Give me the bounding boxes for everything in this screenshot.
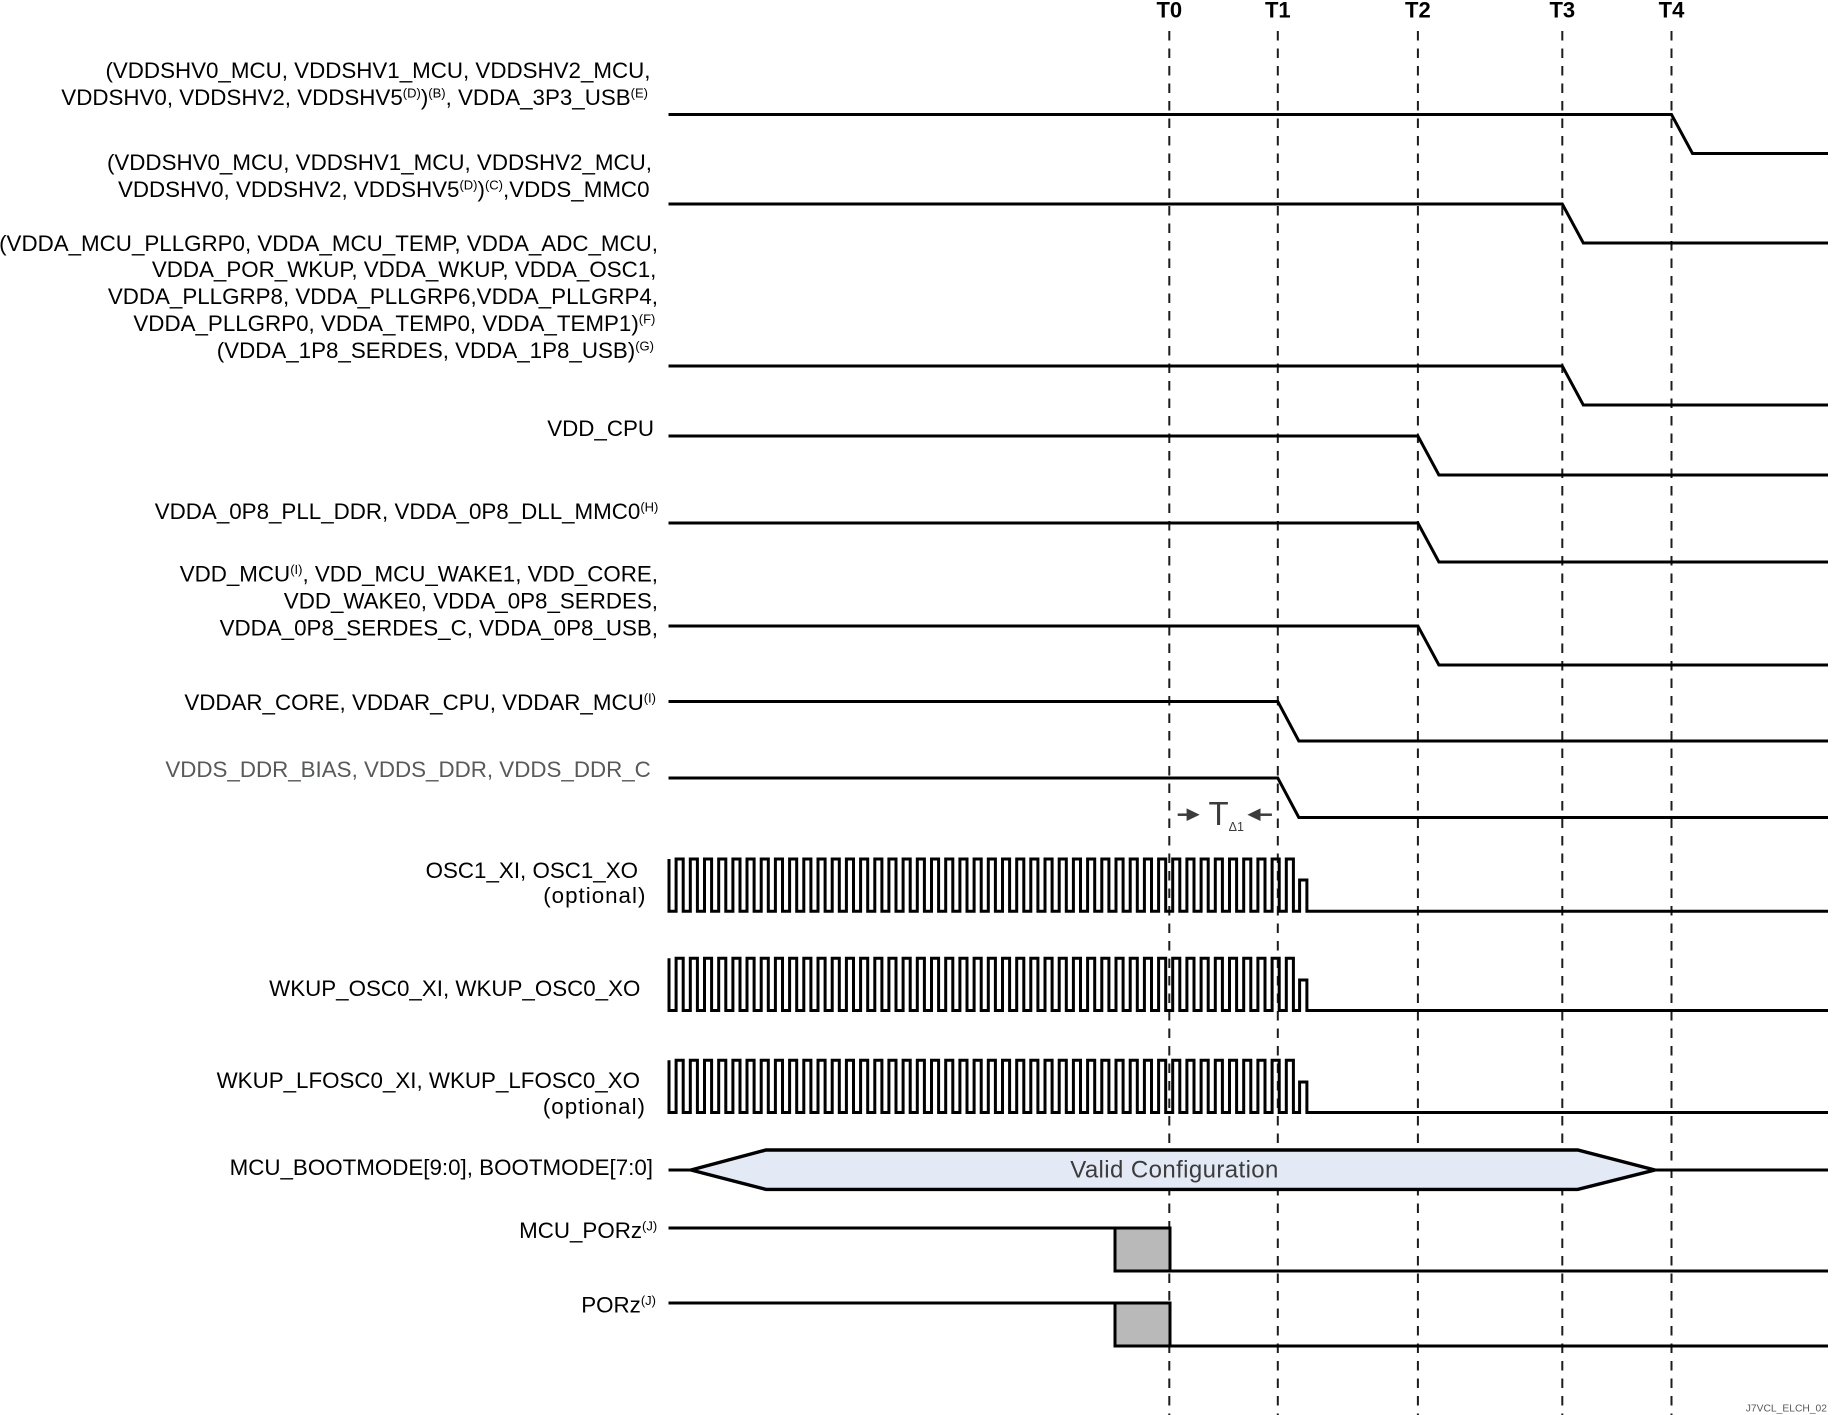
svg-text:VDDA_PLLGRP0, VDDA_TEMP0, VDDA: VDDA_PLLGRP0, VDDA_TEMP0, VDDA_TEMP1)(F)…	[133, 311, 655, 336]
svg-text:T0: T0	[1156, 0, 1182, 23]
svg-text:PORz(J)​: PORz(J)​	[581, 1293, 656, 1318]
svg-text:(VDDA_1P8_SERDES, VDDA_1P8_USB: (VDDA_1P8_SERDES, VDDA_1P8_USB)(G)​	[217, 338, 654, 363]
svg-text:VDDAR_CORE, VDDAR_CPU, VDDAR_M: VDDAR_CORE, VDDAR_CPU, VDDAR_MCU(I)​	[184, 690, 656, 715]
svg-text:VDDA_PLLGRP8, VDDA_PLLGRP6,VDD: VDDA_PLLGRP8, VDDA_PLLGRP6,VDDA_PLLGRP4,	[108, 284, 658, 309]
svg-text:WKUP_LFOSC0_XI, WKUP_LFOSC0_XO: WKUP_LFOSC0_XI, WKUP_LFOSC0_XO	[217, 1068, 640, 1093]
svg-text:VDDA_0P8_SERDES_C, VDDA_0P8_US: VDDA_0P8_SERDES_C, VDDA_0P8_USB,	[220, 616, 658, 641]
svg-text:VDD_WAKE0, VDDA_0P8_SERDES,: VDD_WAKE0, VDDA_0P8_SERDES,	[284, 589, 658, 614]
svg-text:(VDDSHV0_MCU, VDDSHV1_MCU, VDD: (VDDSHV0_MCU, VDDSHV1_MCU, VDDSHV2_MCU,	[107, 150, 652, 175]
svg-text:T2: T2	[1405, 0, 1431, 23]
svg-text:(optional): (optional)	[543, 883, 646, 908]
svg-text:J7VCL_ELCH_02: J7VCL_ELCH_02	[1746, 1404, 1828, 1415]
svg-text:VDD_MCU(I)​, VDD_MCU_WAKE1, VD: VDD_MCU(I)​, VDD_MCU_WAKE1, VDD_CORE,	[180, 562, 658, 587]
svg-text:VDDA_POR_WKUP, VDDA_WKUP, VDDA: VDDA_POR_WKUP, VDDA_WKUP, VDDA_OSC1,	[152, 257, 657, 282]
svg-text:OSC1_XI, OSC1_XO: OSC1_XI, OSC1_XO	[426, 858, 638, 883]
svg-text:Valid Configuration: Valid Configuration	[1070, 1157, 1279, 1184]
svg-text:TΔ1: TΔ1	[1209, 795, 1245, 834]
svg-text:VDDA_0P8_PLL_DDR, VDDA_0P8_DLL: VDDA_0P8_PLL_DDR, VDDA_0P8_DLL_MMC0(H)​	[155, 499, 659, 524]
svg-text:T4: T4	[1659, 0, 1685, 23]
svg-text:(optional): (optional)	[543, 1094, 646, 1119]
svg-text:MCU_BOOTMODE[9:0], BOOTMODE[7:: MCU_BOOTMODE[9:0], BOOTMODE[7:0]	[230, 1155, 653, 1180]
svg-text:VDD_CPU: VDD_CPU	[547, 416, 654, 441]
svg-text:WKUP_OSC0_XI, WKUP_OSC0_XO: WKUP_OSC0_XI, WKUP_OSC0_XO	[269, 976, 640, 1001]
svg-text:VDDS_DDR_BIAS, VDDS_DDR, VDDS_: VDDS_DDR_BIAS, VDDS_DDR, VDDS_DDR_C	[165, 757, 650, 782]
svg-text:T1: T1	[1265, 0, 1291, 23]
svg-text:(VDDSHV0_MCU, VDDSHV1_MCU, VDD: (VDDSHV0_MCU, VDDSHV1_MCU, VDDSHV2_MCU,	[105, 58, 650, 83]
svg-text:VDDSHV0, VDDSHV2, VDDSHV5(D)​): VDDSHV0, VDDSHV2, VDDSHV5(D)​)(B)​, VDDA…	[61, 85, 648, 110]
svg-text:(VDDA_MCU_PLLGRP0, VDDA_MCU_TE: (VDDA_MCU_PLLGRP0, VDDA_MCU_TEMP, VDDA_A…	[0, 231, 658, 256]
svg-text:VDDSHV0, VDDSHV2, VDDSHV5(D)​): VDDSHV0, VDDSHV2, VDDSHV5(D)​)(C)​,VDDS_…	[118, 177, 650, 202]
svg-text:MCU_PORz(J)​: MCU_PORz(J)​	[519, 1218, 657, 1243]
svg-text:T3: T3	[1549, 0, 1575, 23]
